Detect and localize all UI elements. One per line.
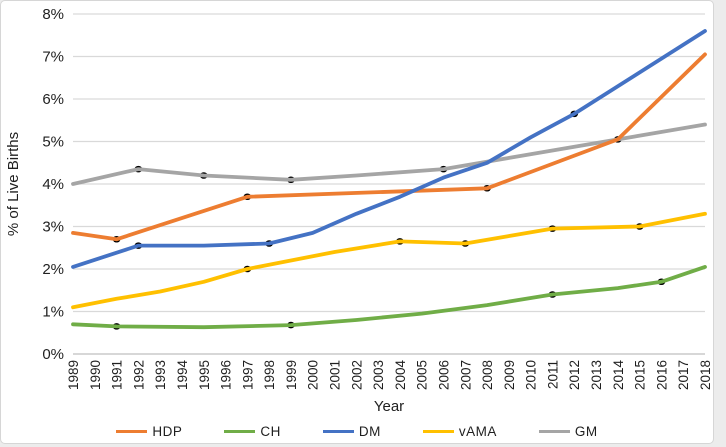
x-tick-label-1998: 1998 <box>262 360 277 390</box>
legend-item-vAMA: vAMA <box>422 424 497 439</box>
x-tick-label-1991: 1991 <box>110 360 125 390</box>
x-tick-label-2012: 2012 <box>567 360 582 390</box>
legend-swatch-vAMA <box>422 429 454 434</box>
y-axis-title: % of Live Births <box>5 132 22 236</box>
x-tick-label-1992: 1992 <box>131 360 146 390</box>
x-tick-label-2013: 2013 <box>589 360 604 390</box>
x-tick-label-2015: 2015 <box>633 360 648 390</box>
y-tick-label-0%: 0% <box>42 346 64 363</box>
chart-svg: 0%1%2%3%4%5%6%7%8% 1989 1990 1991 1992 1993 1… <box>5 6 713 415</box>
y-axis-tick-labels: 0% 1% 2% 3% 4% 5% 6% 7% 8% <box>42 6 64 363</box>
y-tick-label-5%: 5% <box>42 134 64 151</box>
chart-frame: 0% 1% 2% 3% 4% 5% 6% 7% 8% 1989 1990 1991 1992 1993 1… <box>0 0 714 444</box>
chart-markers <box>112 110 666 330</box>
x-tick-label-1999: 1999 <box>284 360 299 390</box>
series-line-GM <box>71 122 707 186</box>
x-tick-label-2009: 2009 <box>502 360 517 390</box>
x-tick-label-1994: 1994 <box>175 360 190 391</box>
x-tick-label-2016: 2016 <box>654 360 669 390</box>
y-tick-label-3%: 3% <box>42 219 64 236</box>
y-tick-label-6%: 6% <box>42 91 64 108</box>
x-tick-label-2008: 2008 <box>480 360 495 390</box>
x-tick-label-2000: 2000 <box>306 360 321 390</box>
legend-label-vAMA: vAMA <box>458 424 497 439</box>
y-tick-label-7%: 7% <box>42 49 64 66</box>
x-tick-label-2001: 2001 <box>328 360 343 390</box>
legend-swatch-DM <box>322 429 354 434</box>
x-tick-label-2003: 2003 <box>371 360 386 390</box>
x-tick-label-1996: 1996 <box>219 360 234 390</box>
x-tick-label-1993: 1993 <box>153 360 168 390</box>
x-tick-label-2014: 2014 <box>611 360 626 391</box>
x-tick-label-1995: 1995 <box>197 360 212 390</box>
chart-legend: HDP CH DM vAMA GM <box>1 424 713 439</box>
chart-series-lines <box>71 29 707 330</box>
x-tick-label-2006: 2006 <box>436 360 451 390</box>
legend-swatch-CH <box>224 429 256 434</box>
x-tick-label-2011: 2011 <box>545 360 560 389</box>
legend-item-HDP: HDP <box>116 424 182 439</box>
x-axis-tick-labels: 1989 1990 1991 1992 1993 1994 1995 1996 1997 1998… <box>66 360 713 391</box>
x-tick-label-2007: 2007 <box>458 360 473 390</box>
legend-item-DM: DM <box>322 424 381 439</box>
gridlines <box>73 13 705 355</box>
y-tick-label-8%: 8% <box>42 6 64 23</box>
legend-swatch-GM <box>538 429 570 434</box>
y-tick-label-2%: 2% <box>42 261 64 278</box>
legend-swatch-HDP <box>116 429 148 434</box>
x-tick-label-1989: 1989 <box>66 360 81 390</box>
x-tick-label-1997: 1997 <box>240 360 255 390</box>
y-tick-label-1%: 1% <box>42 304 64 321</box>
series-line-HDP <box>71 52 707 242</box>
series-line-CH <box>71 265 707 330</box>
series-line-vAMA <box>71 211 707 310</box>
y-tick-label-4%: 4% <box>42 176 64 193</box>
legend-label-GM: GM <box>574 424 598 439</box>
legend-item-CH: CH <box>224 424 281 439</box>
legend-label-HDP: HDP <box>152 424 183 439</box>
series-line-DM <box>71 29 707 269</box>
x-axis-title: Year <box>374 398 404 415</box>
legend-label-DM: DM <box>358 424 381 439</box>
x-tick-label-1990: 1990 <box>88 360 103 390</box>
x-tick-label-2017: 2017 <box>676 360 691 390</box>
x-tick-label-2010: 2010 <box>524 360 539 390</box>
legend-label-CH: CH <box>260 424 281 439</box>
x-tick-label-2002: 2002 <box>349 360 364 390</box>
x-tick-label-2005: 2005 <box>415 360 430 390</box>
legend-item-GM: GM <box>538 424 598 439</box>
x-tick-label-2004: 2004 <box>393 360 408 391</box>
x-tick-label-2018: 2018 <box>698 360 713 390</box>
